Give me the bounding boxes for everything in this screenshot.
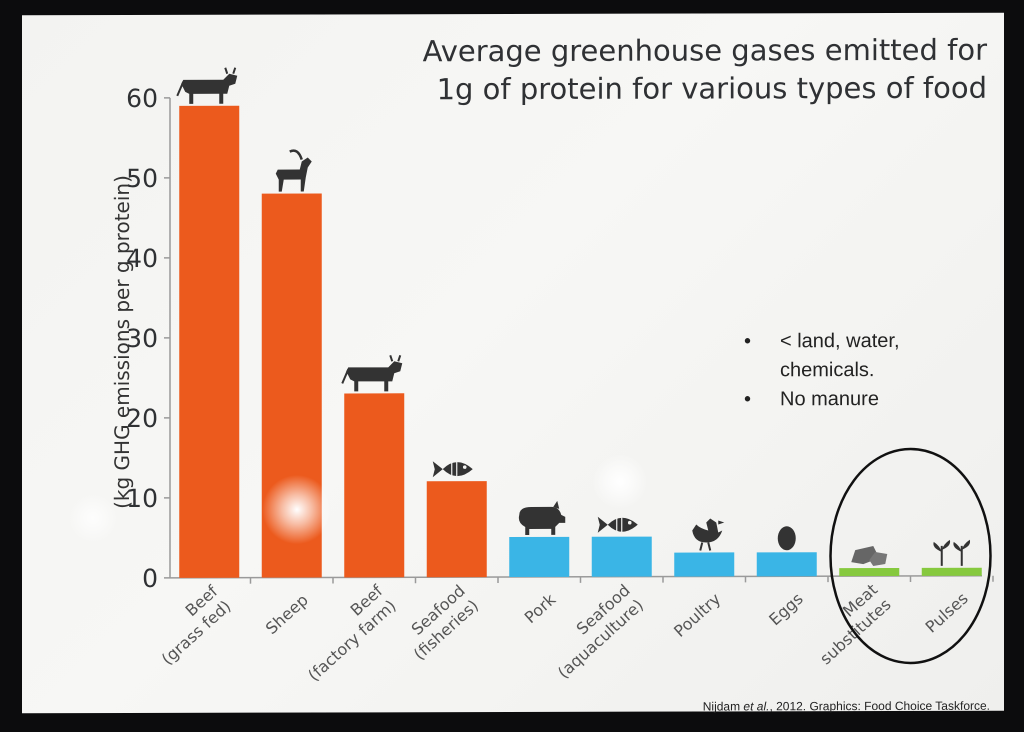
note-text-2: No manure <box>780 388 879 411</box>
notes-list: < land, water, chemicals. No manure <box>744 327 900 414</box>
source-author: Nijdam <box>702 699 741 714</box>
highlight-circle <box>829 447 992 665</box>
screen-glare <box>262 474 332 545</box>
bar <box>839 567 900 577</box>
x-tick-label: Sheep <box>262 590 312 638</box>
y-tick-label: 50 <box>126 164 158 193</box>
fish-icon <box>432 460 473 479</box>
y-tick-label: 30 <box>126 324 158 353</box>
source-credit: Nijdam et al., 2012. Graphics: Food Choi… <box>703 699 990 714</box>
egg-icon <box>777 526 796 551</box>
bar <box>756 552 817 577</box>
x-tick-label: Poultry <box>670 589 724 641</box>
bar <box>921 567 982 576</box>
screen-glare <box>592 453 648 510</box>
bar <box>591 536 652 577</box>
source-rest: , 2012. Graphics: Food Choice Taskforce. <box>769 698 990 714</box>
note-text-1: < land, water, chemicals. <box>780 329 900 382</box>
y-tick-label: 0 <box>142 564 158 593</box>
bar <box>344 393 405 578</box>
goat-icon <box>275 149 312 192</box>
x-tick-label: Pulses <box>922 589 972 637</box>
y-tick-label: 20 <box>126 404 158 433</box>
y-tick-label: 40 <box>126 244 158 273</box>
bar <box>509 536 570 578</box>
source-etal: et al. <box>743 699 770 714</box>
x-tick-label: Beef(grass fed) <box>144 581 235 668</box>
bar <box>426 481 487 578</box>
bar-chart: 0 10 20 30 40 50 60 Beef(grass fed) Sheep Beef(fa… <box>126 67 994 685</box>
fish-icon <box>597 515 638 534</box>
note-item-1: < land, water, chemicals. <box>744 327 900 385</box>
cow-icon <box>176 67 238 104</box>
bar <box>674 552 735 577</box>
x-tick-label: Eggs <box>765 589 807 629</box>
y-tick-label: 60 <box>126 84 158 113</box>
x-tick-label: Seafood(aquaculture) <box>541 581 648 683</box>
x-tick-label: Beef(factory farm) <box>291 581 400 685</box>
x-tick-label: Seafood(fisheries) <box>397 581 483 664</box>
cow-icon <box>341 354 403 392</box>
y-tick-label: 10 <box>126 484 158 513</box>
meat-substitute-icon <box>851 546 888 567</box>
screen-glare <box>68 493 118 544</box>
sprout-icon <box>933 539 971 566</box>
chicken-icon <box>692 518 725 551</box>
slide: Average greenhouse gases emitted for 1g … <box>22 12 1004 714</box>
x-tick-label: Pork <box>521 589 560 627</box>
note-item-2: No manure <box>744 385 900 414</box>
pig-icon <box>518 500 566 535</box>
bar <box>179 105 240 578</box>
